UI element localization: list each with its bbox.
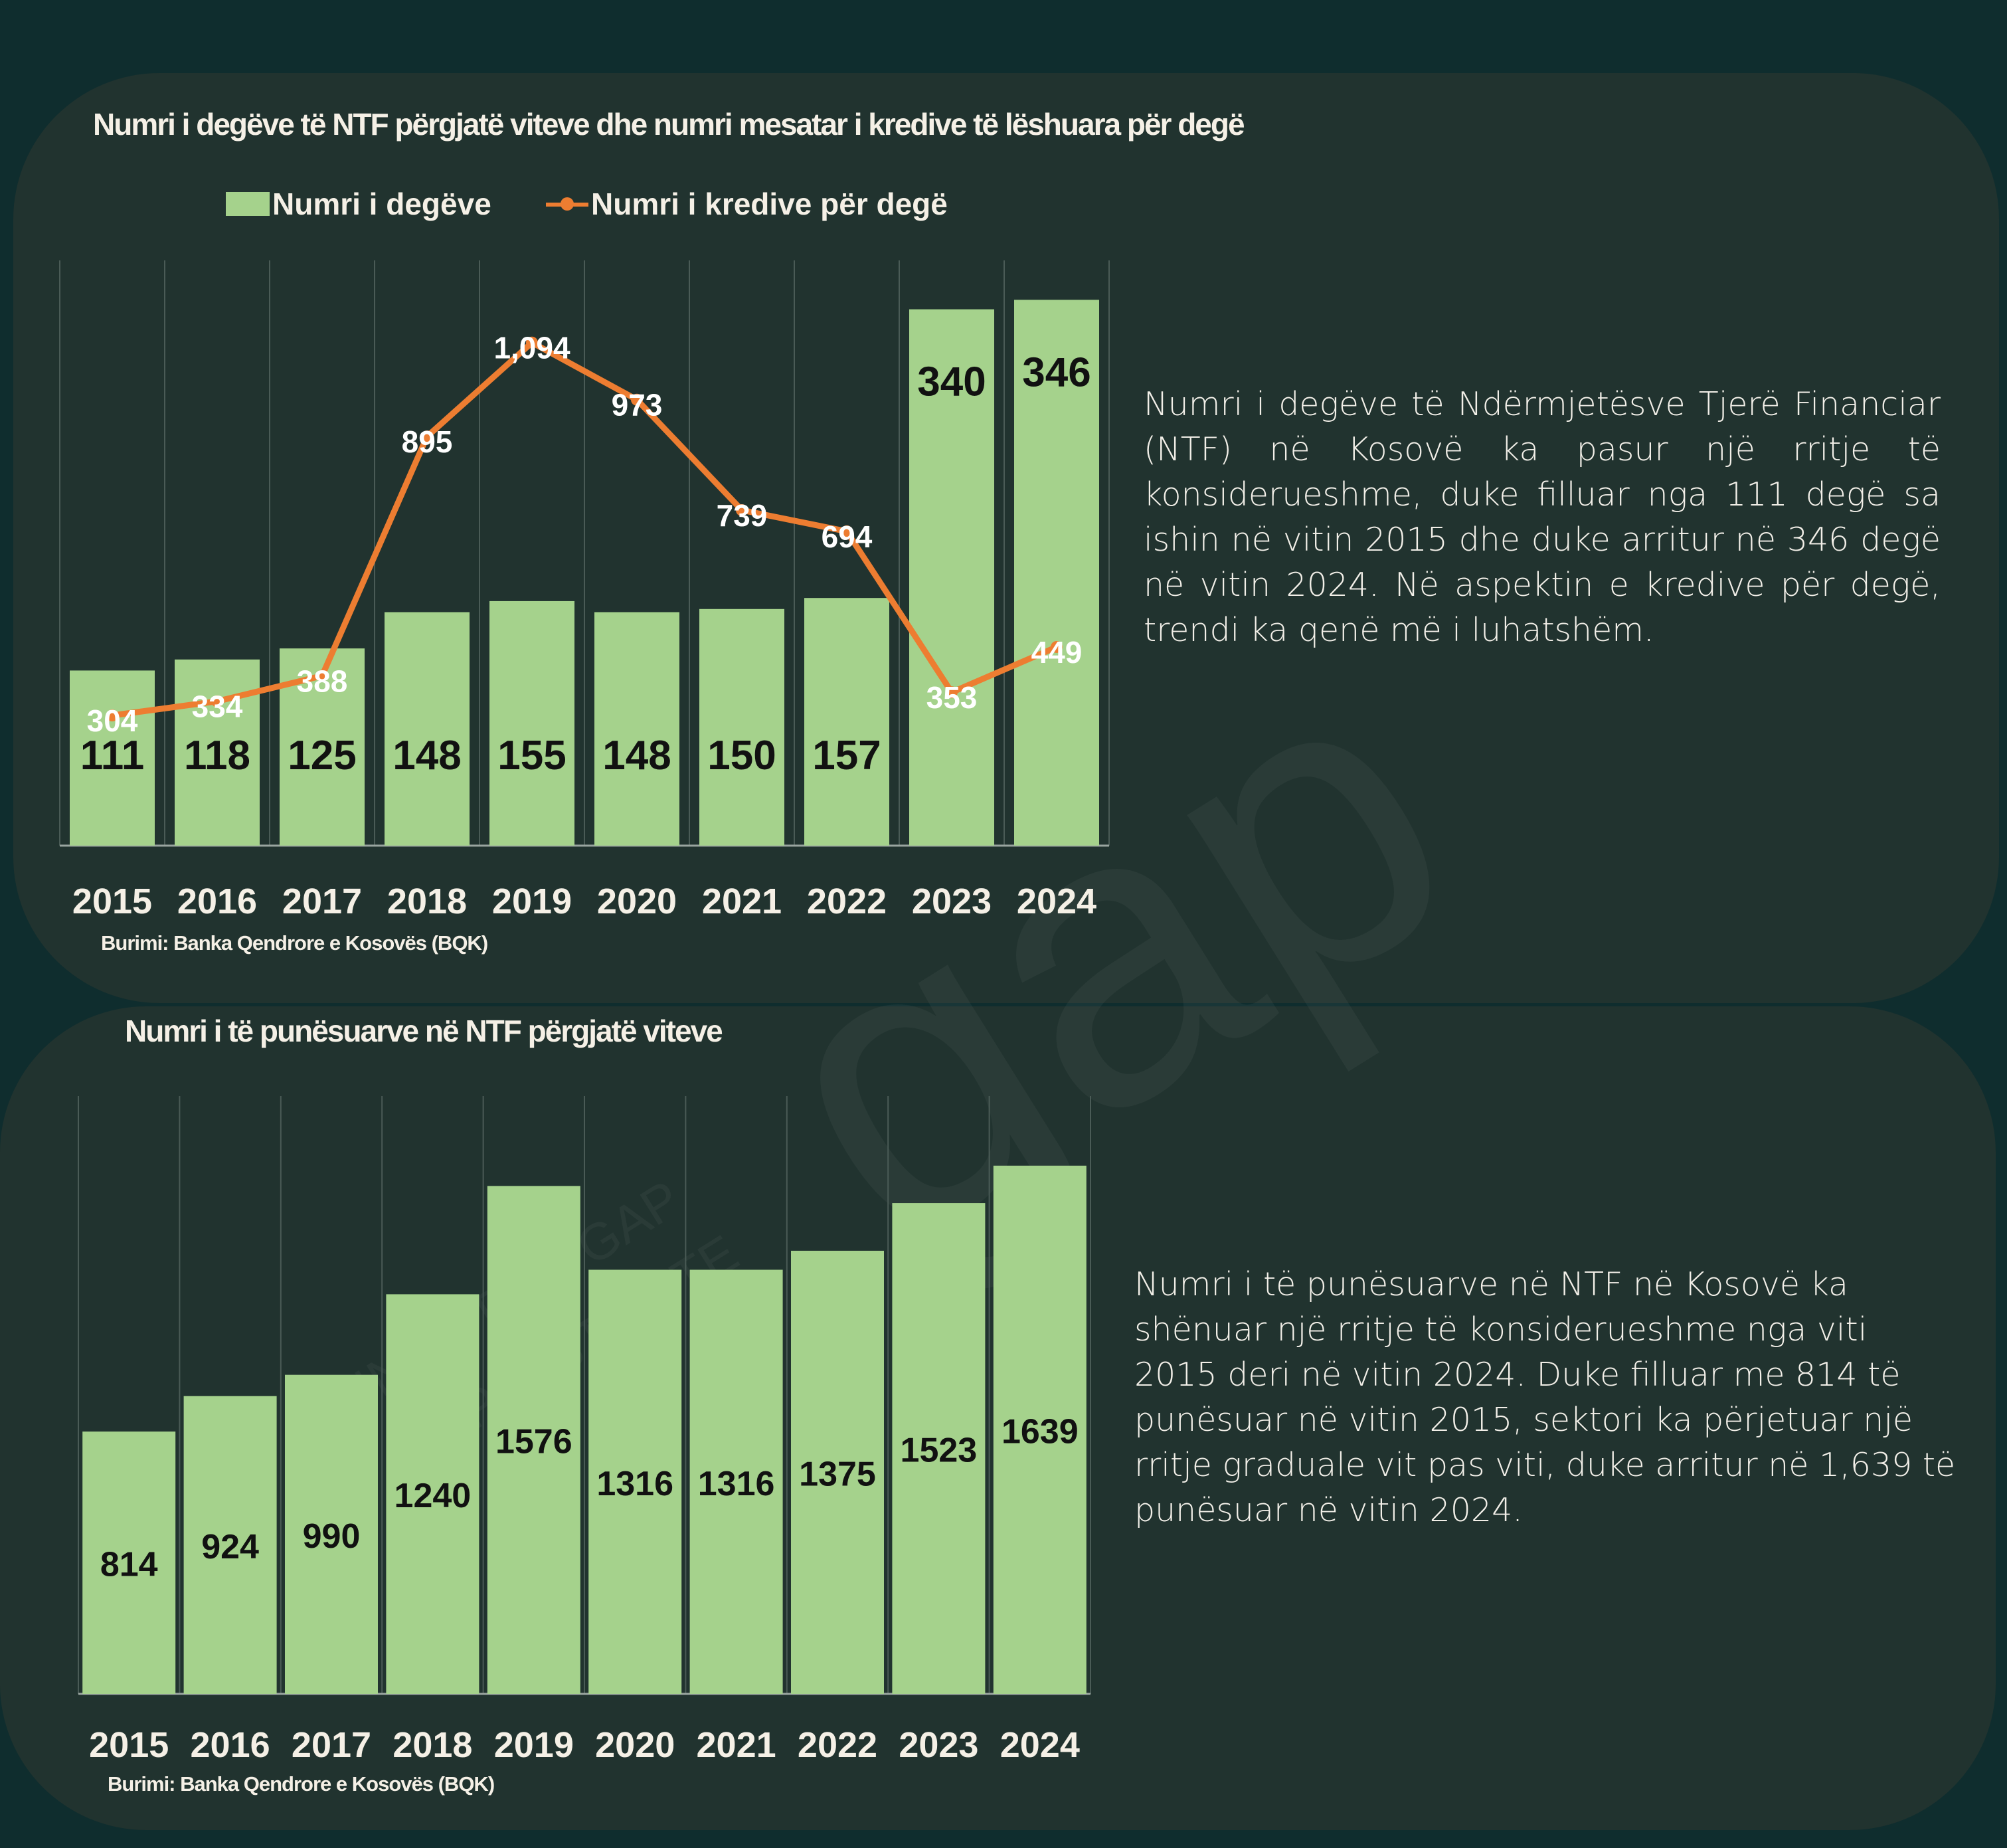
loans-point-2022 [841,525,853,537]
loans-label-2022: 694 [822,519,873,554]
x-tick-label-2016: 2016 [177,881,257,921]
bar-employees-2020 [588,1269,682,1694]
x-tick-label-2017: 2017 [282,881,362,921]
loans-label-2017: 388 [297,664,348,698]
bar-label-2020: 1316 [596,1465,673,1503]
loans-point-2019 [526,336,538,349]
loans-label-2018: 895 [402,424,453,459]
loans-point-2024 [1051,640,1063,653]
employees-description: Numri i të punësuarve në NTF në Kosovë k… [1134,1265,1956,1529]
bar-branches-2018 [385,612,470,846]
bar-employees-2022 [791,1250,884,1694]
bar-employees-2015 [82,1432,176,1694]
loans-label-2020: 973 [612,388,663,422]
loans-point-2023 [946,686,958,699]
x-tick-label-2018: 2018 [387,881,467,921]
bar-label-2023: 340 [917,359,986,405]
bar-branches-2022 [804,598,889,846]
loans-label-2023: 353 [926,680,978,715]
x-tick-label-2023: 2023 [912,881,992,921]
bar-label-2016: 118 [184,733,250,779]
bar-label-2017: 990 [303,1517,361,1556]
x-tick-label-2022: 2022 [798,1725,877,1765]
x-tick-label-2019: 2019 [492,881,572,921]
bar-branches-2020 [594,612,679,846]
x-tick-label-2016: 2016 [191,1725,270,1765]
branches-chart-source: Burimi: Banka Qendrore e Kosovës (BQK) [101,931,488,955]
loans-point-2021 [736,504,748,516]
branches-description: Numri i degëve të Ndërmjetësve Tjerë Fin… [1144,385,1941,649]
x-tick-label-2015: 2015 [72,881,152,921]
bar-label-2018: 1240 [394,1477,472,1515]
bar-branches-2015 [70,670,155,846]
x-tick-label-2024: 2024 [1000,1725,1080,1765]
x-tick-label-2020: 2020 [595,1725,675,1765]
bar-label-2015: 111 [80,733,145,779]
loans-label-2019: 1,094 [493,331,570,365]
bar-label-2021: 150 [707,733,776,779]
bar-label-2022: 157 [812,733,881,779]
bar-branches-2023 [909,309,994,846]
bar-employees-2018 [386,1294,480,1694]
bar-branches-2019 [489,601,574,846]
branches-chart-title: Numri i degëve të NTF përgjatë viteve dh… [93,107,1245,141]
loans-line [112,339,1058,719]
x-tick-label-2019: 2019 [494,1725,574,1765]
bar-label-2024: 1639 [1002,1412,1079,1451]
bar-employees-2023 [892,1203,986,1694]
loans-label-2024: 449 [1031,635,1083,670]
x-tick-label-2021: 2021 [697,1725,776,1765]
bar-employees-2017 [285,1374,378,1694]
legend-line-swatch [546,194,588,214]
bar-label-2021: 1316 [698,1465,775,1503]
legend-item-loans: Numri i kredive për degë [546,186,948,222]
employees-chart-source: Burimi: Banka Qendrore e Kosovës (BQK) [108,1772,495,1796]
loans-point-2020 [631,393,643,406]
x-tick-label-2015: 2015 [89,1725,169,1765]
legend-label-loans: Numri i kredive për degë [591,187,948,221]
bar-label-2019: 1576 [495,1423,572,1461]
x-tick-label-2017: 2017 [292,1725,371,1765]
top-chart-panel [13,73,1999,1003]
loans-point-2017 [316,670,328,682]
legend-label-branches: Numri i degëve [272,187,491,221]
bar-branches-2021 [699,608,784,846]
bar-label-2019: 155 [497,733,566,779]
bar-branches-2024 [1014,300,1099,846]
x-tick-label-2018: 2018 [393,1725,472,1765]
bar-label-2024: 346 [1022,349,1091,395]
bar-employees-2019 [487,1186,580,1694]
bar-employees-2021 [689,1269,783,1694]
x-tick-label-2022: 2022 [807,881,887,921]
bar-label-2015: 814 [100,1546,158,1584]
bar-label-2017: 125 [288,733,356,779]
legend-item-branches: Numri i degëve [226,186,491,222]
bar-label-2020: 148 [602,733,671,779]
employees-chart-title: Numri i të punësuarve në NTF përgjatë vi… [125,1014,723,1048]
x-tick-label-2023: 2023 [899,1725,978,1765]
legend-bar-swatch [226,192,270,216]
loans-label-2021: 739 [717,498,768,533]
x-tick-label-2024: 2024 [1017,881,1096,921]
x-tick-label-2020: 2020 [597,881,677,921]
bar-label-2016: 924 [201,1528,259,1566]
loans-label-2015: 304 [87,703,138,738]
loans-point-2018 [421,430,433,443]
bar-label-2022: 1375 [799,1455,876,1493]
bar-employees-2024 [993,1165,1087,1694]
loans-label-2016: 334 [192,690,243,724]
bar-branches-2016 [175,659,260,846]
loans-point-2016 [211,695,223,707]
bar-label-2023: 1523 [901,1432,978,1470]
bar-employees-2016 [183,1396,277,1694]
loans-point-2015 [106,709,118,722]
x-tick-label-2021: 2021 [702,881,782,921]
bar-label-2018: 148 [393,733,461,779]
